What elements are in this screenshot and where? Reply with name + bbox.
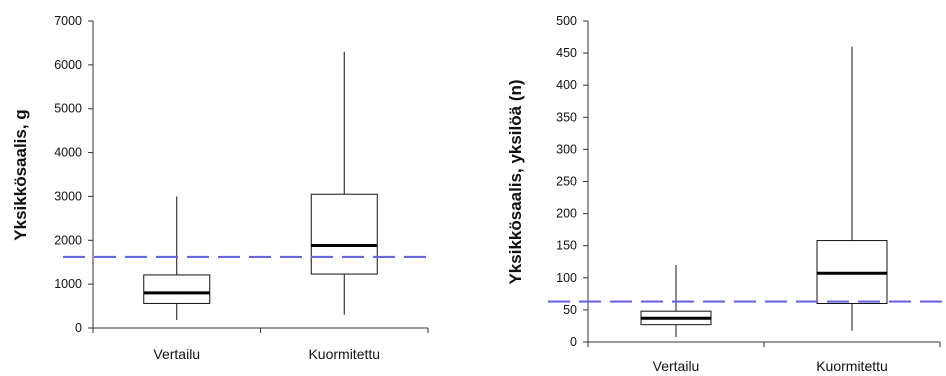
y-tick-label: 300 — [556, 142, 577, 156]
y-tick-label: 6000 — [54, 58, 82, 72]
y-tick-label: 7000 — [54, 14, 82, 28]
iqr-box — [143, 274, 211, 304]
y-tick-label: 150 — [556, 239, 577, 253]
category-label: Kuormitettu — [816, 358, 888, 374]
y-axis-title: Yksikkösaalis, g — [11, 109, 30, 240]
chart-2: 0 50 100 150 200 250 300 350 400 450 500 Vertailu Ku… — [506, 14, 946, 374]
y-tick-label: 4000 — [54, 146, 82, 160]
y-tick-label: 2000 — [54, 233, 82, 247]
y-tick-label: 400 — [556, 78, 577, 92]
y-tick-label: 250 — [556, 175, 577, 189]
y-tick-label: 450 — [556, 46, 577, 60]
y-tick-label: 500 — [556, 14, 577, 28]
category-label: Vertailu — [653, 358, 700, 374]
y-tick-label: 350 — [556, 110, 577, 124]
y-tick-label: 200 — [556, 207, 577, 221]
category-label: Kuormitettu — [308, 346, 380, 362]
category-label: Vertailu — [153, 346, 200, 362]
y-tick-label: 3000 — [54, 189, 82, 203]
box-vertailu — [143, 196, 211, 321]
chart-1: 0 1000 2000 3000 4000 5000 6000 7000 Vertailu Kuo… — [11, 14, 430, 362]
y-axis-title: Yksikkösaalis, yksilöä (n) — [506, 79, 525, 284]
y-tick-label: 1000 — [54, 277, 82, 291]
y-tick-label: 0 — [570, 335, 577, 349]
box-kuormitettu — [816, 46, 888, 331]
box-kuormitettu — [310, 51, 378, 315]
y-tick-label: 50 — [563, 303, 577, 317]
y-tick-label: 5000 — [54, 102, 82, 116]
box-vertailu — [640, 264, 712, 337]
y-tick-label: 100 — [556, 271, 577, 285]
y-tick-label: 0 — [75, 321, 82, 335]
iqr-box — [310, 193, 378, 275]
